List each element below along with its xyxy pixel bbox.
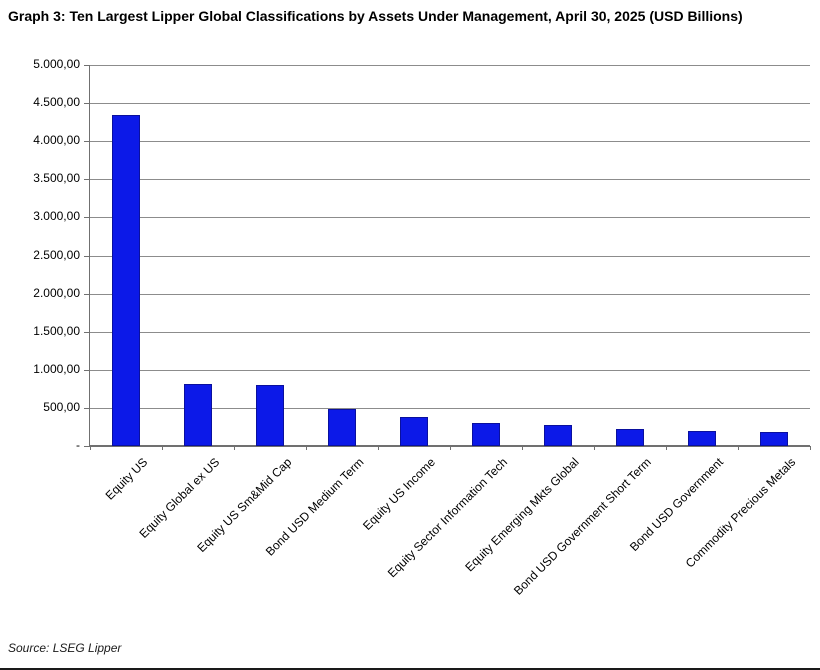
bar-chart-plot-area: - 500,00 1.000,00 1.500,00 2.000,00 2.500,00 3…: [33, 57, 811, 598]
y-axis-label: 2.500,00: [33, 247, 80, 262]
y-axis-label: 4.500,00: [33, 95, 80, 110]
x-axis-tick: [234, 446, 235, 450]
y-axis-tick: [84, 217, 90, 219]
bar-bond-usd-government: [688, 431, 716, 446]
chart-title: Graph 3: Ten Largest Lipper Global Class…: [8, 8, 743, 24]
gridline: [90, 407, 810, 409]
x-axis-tick: [306, 446, 307, 450]
x-axis-tick: [666, 446, 667, 450]
y-axis-label: -: [76, 438, 80, 452]
y-axis-tick: [84, 103, 90, 105]
x-axis-label: Equity US Income: [360, 455, 438, 533]
y-axis-tick: [84, 179, 90, 181]
y-axis-label: 2.000,00: [33, 285, 80, 300]
y-axis-tick: [84, 141, 90, 143]
gridline: [90, 179, 810, 181]
y-axis-tick: [84, 65, 90, 66]
gridline: [90, 369, 810, 371]
bar-bond-usd-government-short-term: [616, 429, 644, 446]
y-axis-label: 3.500,00: [33, 171, 80, 186]
bar-bond-usd-medium-term: [328, 409, 356, 446]
x-axis-tick: [522, 446, 523, 450]
gridline: [90, 217, 810, 219]
bar-equity-us-sm-mid-cap: [256, 385, 284, 446]
x-axis-label: Equity Global ex US: [136, 455, 222, 541]
x-axis-label: Equity Sector Information Tech: [384, 455, 510, 581]
source-note: Source: LSEG Lipper: [8, 641, 122, 655]
y-axis-tick: [84, 369, 90, 371]
y-axis-tick: [84, 446, 90, 447]
gridline: [90, 103, 810, 105]
y-axis-label: 500,00: [43, 399, 80, 414]
bar-equity-global-ex-us: [184, 384, 212, 446]
y-axis-tick: [84, 255, 90, 257]
y-axis-tick: [84, 293, 90, 295]
x-axis-tick: [450, 446, 451, 450]
y-axis-tick: [84, 331, 90, 333]
y-axis-label: 1.000,00: [33, 361, 80, 376]
x-axis-tick: [162, 446, 163, 450]
x-axis-label: Equity US: [102, 455, 150, 503]
x-axis-tick: [594, 446, 595, 450]
gridline: [90, 293, 810, 295]
gridline: [90, 331, 810, 333]
x-axis-tick: [738, 446, 739, 450]
bottom-divider: [0, 668, 820, 670]
x-axis-tick: [378, 446, 379, 450]
bar-equity-sector-information-tech: [472, 423, 500, 446]
y-axis-label: 5.000,00: [33, 57, 80, 71]
bar-equity-us-income: [400, 417, 428, 446]
x-axis-tick: [810, 446, 811, 450]
y-axis-label: 4.000,00: [33, 133, 80, 148]
gridline: [90, 141, 810, 143]
x-axis-label: Bond USD Government Short Term: [511, 455, 654, 598]
x-axis-tick: [90, 446, 91, 450]
y-axis-label: 3.000,00: [33, 209, 80, 224]
y-axis-label: 1.500,00: [33, 323, 80, 338]
bar-equity-us: [112, 115, 140, 446]
bar-equity-emerging-mkts-global: [544, 425, 572, 446]
bar-commodity-precious-metals: [760, 432, 788, 446]
y-axis-tick: [84, 407, 90, 409]
gridline: [90, 65, 810, 66]
gridline: [90, 255, 810, 257]
